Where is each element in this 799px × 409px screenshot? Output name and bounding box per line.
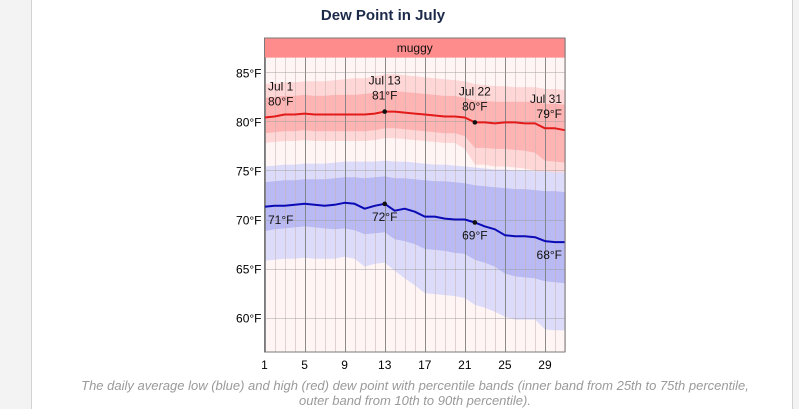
chart-title: Dew Point in July bbox=[320, 7, 446, 24]
annotation-date: Jul 1 bbox=[268, 79, 294, 93]
annotation-dot bbox=[472, 120, 478, 125]
annotation-value: 69°F bbox=[462, 228, 487, 242]
plot-frame bbox=[264, 37, 566, 353]
annotation-date: Jul 22 bbox=[459, 84, 491, 98]
y-tick-label: 60°F bbox=[236, 312, 261, 326]
annotation-value: 80°F bbox=[268, 94, 293, 108]
y-tick-label: 85°F bbox=[236, 66, 261, 80]
high-inner-band bbox=[264, 91, 565, 163]
annotation-value: 72°F bbox=[372, 210, 397, 224]
annotation-value: 71°F bbox=[268, 213, 293, 227]
x-tick-label: 9 bbox=[341, 358, 348, 372]
x-tick-label: 25 bbox=[498, 358, 512, 372]
low-mean-line bbox=[264, 201, 565, 244]
annotation-dot bbox=[382, 201, 388, 207]
x-tick-label: 1 bbox=[261, 358, 268, 372]
high-mean-line bbox=[264, 110, 566, 132]
x-tick-label: 17 bbox=[418, 358, 432, 372]
annotation-date: Jul 31 bbox=[530, 92, 562, 106]
annotation-value: 79°F bbox=[537, 107, 562, 121]
annotation-value: 80°F bbox=[462, 99, 487, 113]
grid-lines bbox=[264, 38, 566, 352]
comfort-band-rect bbox=[264, 38, 565, 58]
chart-caption: The daily average low (blue) and high (r… bbox=[81, 378, 749, 408]
comfort-band-label: muggy bbox=[397, 41, 433, 55]
comfort-band: muggy bbox=[264, 38, 565, 58]
annotation-date: Jul 13 bbox=[369, 74, 401, 88]
annotation-value: 68°F bbox=[537, 248, 562, 262]
x-tick-label: 21 bbox=[458, 358, 472, 372]
plot-border bbox=[264, 37, 566, 353]
y-tick-label: 70°F bbox=[236, 214, 261, 228]
x-tick-label: 13 bbox=[378, 358, 392, 372]
x-tick-label: 5 bbox=[301, 358, 308, 372]
annotation-dot bbox=[472, 220, 478, 225]
series-lines bbox=[264, 110, 566, 244]
annotation-dot bbox=[382, 109, 388, 114]
annotation-value: 81°F bbox=[372, 89, 397, 103]
y-tick-label: 75°F bbox=[236, 164, 261, 178]
axis-labels: 1 5 9 13 17 21 25 29 60°F 65°F 70°F 75°F 80°F 85°F bbox=[236, 66, 552, 372]
y-tick-label: 80°F bbox=[236, 115, 261, 129]
y-tick-label: 65°F bbox=[236, 263, 261, 277]
percentile-bands bbox=[264, 38, 565, 352]
x-tick-label: 29 bbox=[538, 358, 552, 372]
